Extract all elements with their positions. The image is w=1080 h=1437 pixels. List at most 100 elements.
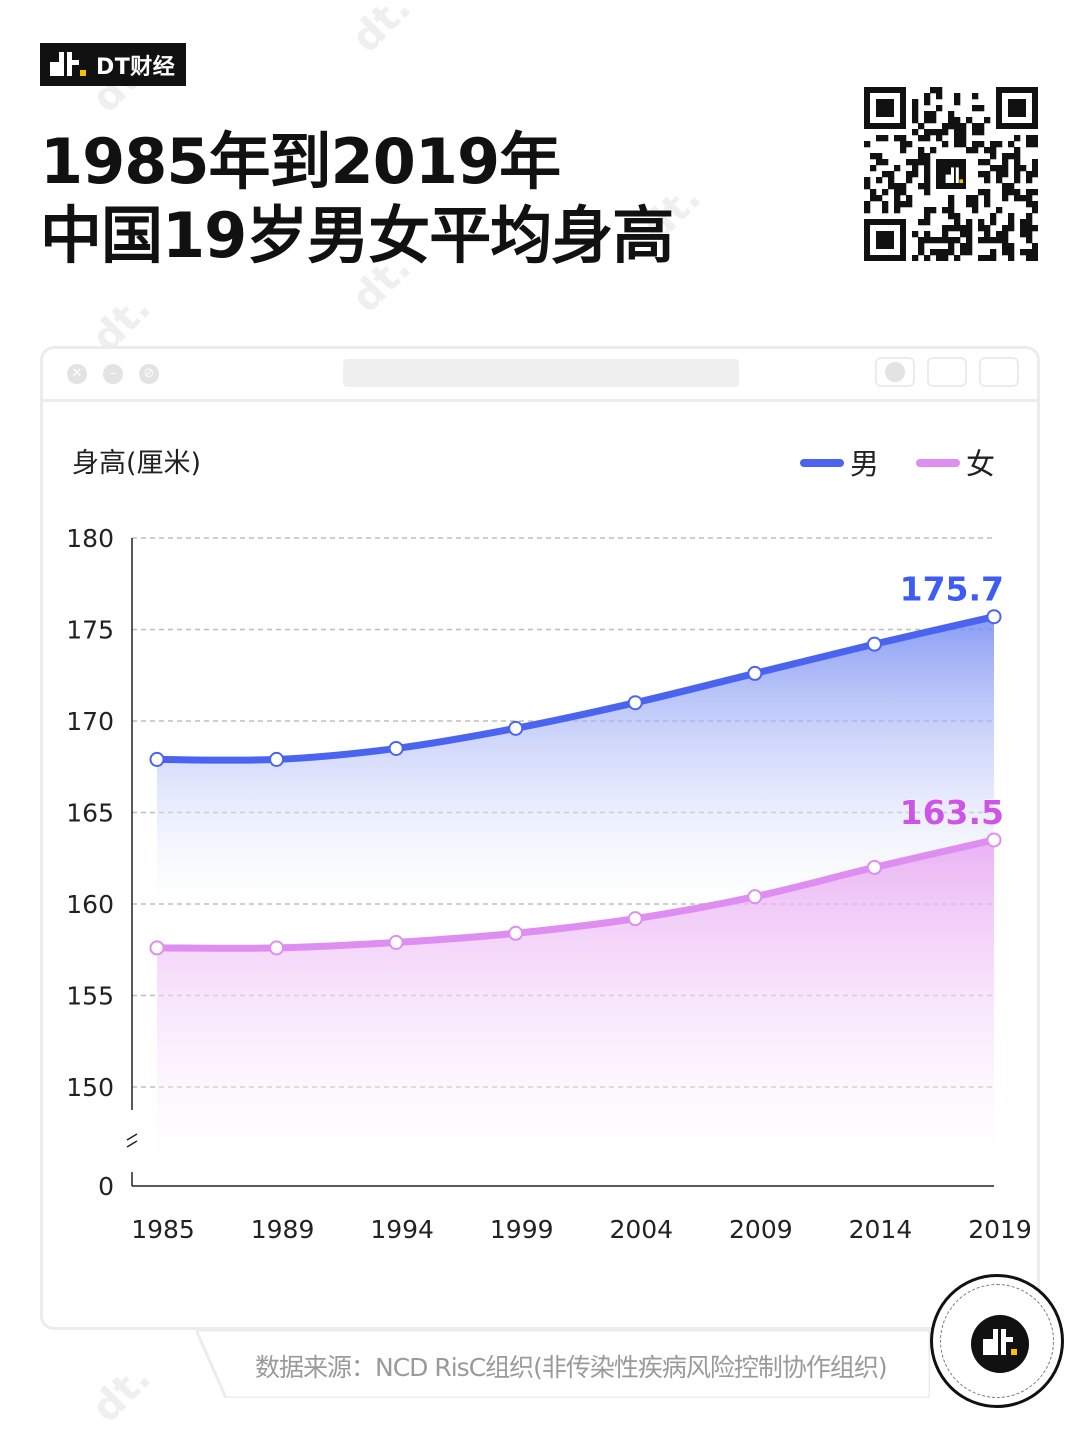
qr-module (936, 129, 943, 136)
qr-module (1032, 249, 1038, 256)
qr-module (930, 117, 937, 124)
qr-module (870, 189, 877, 196)
qr-module (990, 147, 997, 154)
close-icon[interactable]: ✕ (67, 364, 87, 384)
qr-module (1032, 225, 1038, 232)
qr-module (978, 159, 985, 166)
qr-module (984, 231, 991, 238)
qr-module (864, 177, 871, 184)
qr-module (1002, 183, 1009, 190)
qr-module (1026, 219, 1033, 226)
record-button[interactable] (875, 357, 915, 387)
qr-module (924, 111, 931, 118)
qr-module (978, 123, 985, 130)
qr-module (990, 237, 997, 244)
qr-module (954, 129, 961, 136)
x-tick-label: 2004 (609, 1215, 673, 1244)
qr-finder (1008, 99, 1026, 117)
qr-module (996, 141, 1003, 148)
qr-module (996, 237, 1003, 244)
dt-logo-icon (50, 51, 86, 76)
address-bar[interactable] (343, 359, 739, 387)
qr-module (1008, 189, 1015, 196)
qr-module (1002, 153, 1009, 160)
qr-module (960, 129, 967, 136)
qr-module (930, 207, 937, 214)
qr-module (1026, 255, 1033, 261)
qr-module (924, 153, 931, 160)
qr-module (1032, 243, 1038, 250)
qr-module (978, 255, 985, 261)
qr-module (972, 141, 979, 148)
qr-module (948, 195, 955, 202)
qr-module (1008, 249, 1015, 256)
qr-module (948, 225, 955, 232)
data-point (508, 720, 524, 736)
qr-module (924, 255, 931, 261)
qr-module (1026, 213, 1033, 220)
qr-module (912, 171, 919, 178)
qr-module (972, 105, 979, 112)
qr-module (1032, 207, 1038, 214)
qr-module (1032, 141, 1038, 148)
end-value-label: 175.7 (900, 570, 1004, 609)
qr-module (954, 123, 961, 130)
share-button[interactable] (927, 357, 967, 387)
qr-module (864, 207, 871, 214)
qr-module (906, 171, 913, 178)
qr-module (942, 231, 949, 238)
qr-center-logo (951, 167, 954, 183)
qr-module (984, 117, 991, 124)
qr-module (954, 225, 961, 232)
qr-module (978, 237, 985, 244)
y-tick-label: 160 (66, 890, 114, 919)
qr-module (1032, 171, 1038, 178)
qr-module (996, 207, 1003, 214)
qr-module (1008, 243, 1015, 250)
end-labels: 175.7 163.5 (899, 569, 1004, 832)
qr-module (972, 195, 979, 202)
qr-module (1002, 171, 1009, 178)
qr-module (978, 129, 985, 136)
copy-button[interactable] (979, 357, 1019, 387)
qr-module (936, 93, 943, 100)
badge-ring (940, 1284, 1054, 1398)
qr-module (930, 249, 937, 256)
qr-module (1026, 225, 1033, 232)
qr-module (990, 249, 997, 256)
qr-module (924, 129, 931, 136)
qr-module (912, 105, 919, 112)
qr-center-logo (945, 174, 951, 183)
qr-module (1032, 255, 1038, 261)
qr-module (966, 117, 973, 124)
qr-module (864, 183, 871, 190)
axis-break-mark (126, 1140, 138, 1148)
qr-module (978, 171, 985, 178)
qr-module (942, 249, 949, 256)
page-title: 1985年到2019年 中国19岁男女平均身高 (40, 125, 674, 273)
qr-code-icon[interactable] (864, 87, 1038, 261)
qr-module (942, 207, 949, 214)
qr-module (924, 231, 931, 238)
qr-module (918, 153, 925, 160)
qr-module (942, 255, 949, 261)
qr-module (1008, 219, 1015, 226)
qr-module (972, 201, 979, 208)
data-point (269, 751, 285, 767)
data-point (986, 832, 1002, 848)
qr-module (996, 231, 1003, 238)
qr-module (924, 177, 931, 184)
qr-module (900, 201, 907, 208)
qr-module (924, 159, 931, 166)
minimize-icon[interactable]: – (103, 364, 123, 384)
qr-module (882, 171, 889, 178)
qr-module (882, 201, 889, 208)
qr-module (882, 189, 889, 196)
qr-module (882, 207, 889, 214)
qr-module (924, 171, 931, 178)
qr-module (924, 213, 931, 220)
qr-module (906, 159, 913, 166)
y-tick-label: 175 (66, 616, 114, 645)
no-entry-icon[interactable]: ⊘ (139, 364, 159, 384)
qr-module (948, 123, 955, 130)
